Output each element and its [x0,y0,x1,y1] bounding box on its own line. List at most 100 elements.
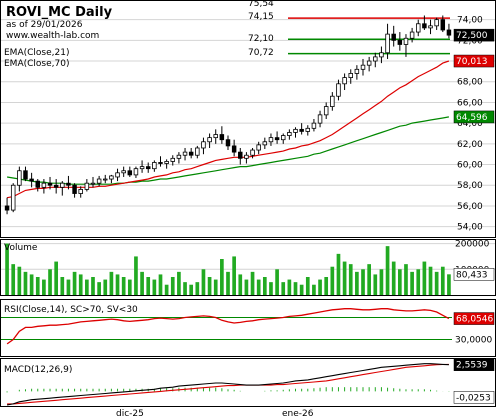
ema21-tag-box [453,54,495,68]
volume-bar [348,264,353,295]
candle-body [348,73,353,78]
price-tick-label: 60,00 [457,161,483,171]
volume-bar [5,243,9,295]
volume-bar [60,277,65,295]
volume-bar [48,269,52,295]
volume-bar [287,279,292,295]
candle-body [250,149,255,156]
candle-body [158,162,163,164]
candle-body [305,127,311,132]
level-lines [288,17,450,55]
candle-body [127,170,133,176]
candle-body [287,132,292,136]
volume-bar [440,266,445,295]
volume-bar [207,277,212,295]
candle-body [90,182,96,185]
volume-bar [330,266,335,295]
candle-body [409,31,415,39]
level-label-2: 72,10 [248,34,274,44]
volume-tick-label: 200000 [455,240,490,250]
volume-bar [183,282,187,295]
price-tick-label: 62,00 [457,140,483,150]
rsi-series [6,308,450,345]
candle-body [391,33,396,41]
volume-bar [177,271,181,295]
volume-last-tag-box [453,268,495,281]
candle-body [47,182,53,186]
volume-bars [5,243,451,295]
candle-body [152,162,157,170]
ema21-legend: EMA(Close,21) [4,48,69,58]
volume-bar [238,274,243,295]
macd-last-tag: 2,5539 [456,361,488,371]
volume-bar [54,261,59,295]
candle-body [299,128,304,132]
volume-bar [404,264,408,295]
volume-bar [134,256,138,295]
volume-label: Volume [4,243,38,253]
volume-bar [428,266,433,295]
macd-hist-tag-box [453,391,495,404]
volume-bar [379,269,384,295]
volume-bar [170,277,175,295]
chart-title: ROVI_MC Daily [6,5,113,20]
ema70-tag-box [453,110,495,124]
volume-bar [164,284,169,295]
top-price-label: 75,54 [248,0,274,9]
candle-body [336,83,341,97]
price-tick-label: 58,00 [457,181,483,191]
candle-body [188,151,194,156]
candle-body [231,145,237,153]
volume-bar [66,279,71,295]
candle-body [109,175,114,180]
volume-bar [293,282,298,295]
volume-bar [17,266,22,295]
candle-body [385,33,390,54]
volume-bar [232,256,236,295]
as-of-date: as of 29/01/2026 [6,20,83,30]
ema21-tag: 70,013 [456,57,488,67]
volume-bar [11,264,16,295]
ema70-legend: EMA(Close,70) [4,59,69,69]
candle-body [115,172,120,178]
rsi-last-tag: 68,0546 [456,315,493,325]
volume-bar [269,282,273,295]
volume-bar [299,284,304,295]
volume-bar [201,269,206,295]
candle-body [360,64,366,70]
volume-bar [434,271,439,295]
volume-bar [78,274,83,295]
candle-body [207,137,212,143]
rsi-last-tag-box [453,312,495,325]
ema70-path [7,116,450,185]
candle-body [238,151,243,159]
candle-body [10,184,16,211]
macd-signal-path [7,363,449,405]
volume-bar [97,282,101,295]
volume-bar [29,274,34,295]
price-tick-label: 66,00 [457,98,483,108]
candle-body [317,114,323,124]
candle-body [342,77,347,85]
candle-body [366,60,372,66]
candle-body [354,68,360,74]
volume-bar [103,279,108,295]
volume-bar [158,274,163,295]
candle-body [262,141,268,146]
value-tags: 72,500 70,013 64,596 80,433 68,0546 2,5539 -0,… [453,28,495,404]
volume-bar [72,271,77,295]
candle-body [176,154,182,159]
volume-bar [256,279,261,295]
volume-bar [195,282,200,295]
candle-body [139,166,145,170]
volume-bar [189,284,194,295]
last-price-tag-box [453,28,495,42]
volume-bar [385,246,390,295]
volume-bar [226,271,230,295]
x-label-ene: ene-26 [282,409,314,419]
volume-bar [146,277,151,295]
volume-bar [342,261,347,295]
volume-bar [262,277,267,295]
candle-body [182,151,188,156]
